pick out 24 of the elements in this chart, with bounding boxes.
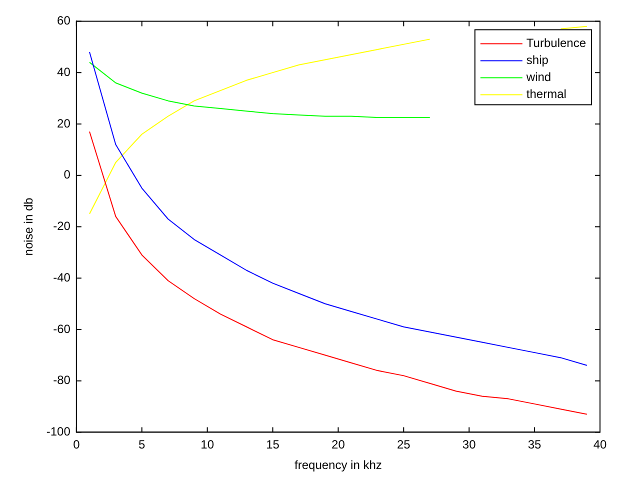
legend-label: Turbulence <box>526 36 586 50</box>
x-tick-label: 0 <box>73 438 80 452</box>
legend-label: thermal <box>526 87 566 102</box>
x-tick-label: 20 <box>332 438 346 452</box>
x-tick-label: 15 <box>266 438 280 452</box>
legend-label: ship <box>526 53 549 68</box>
x-tick-label: 5 <box>138 438 146 452</box>
y-axis-title: noise in db <box>22 197 36 256</box>
y-tick-label: 60 <box>57 14 71 28</box>
y-tick-label: -40 <box>53 270 71 284</box>
x-tick-label: 25 <box>396 438 411 452</box>
x-tick-label: 35 <box>528 438 542 452</box>
legend-label: wind <box>525 70 552 84</box>
x-tick-label: 30 <box>462 438 476 452</box>
y-tick-label: -20 <box>53 219 71 234</box>
x-tick-label: 10 <box>200 438 214 452</box>
x-tick-label: 40 <box>593 438 607 452</box>
x-axis-title: frequency in khz <box>294 458 382 472</box>
y-tick-label: 20 <box>57 116 71 130</box>
y-tick-label: -100 <box>46 424 71 439</box>
y-tick-label: 40 <box>57 64 71 79</box>
y-tick-label: -60 <box>53 322 71 336</box>
y-tick-label: 0 <box>64 168 71 182</box>
y-tick-label: -80 <box>53 373 71 388</box>
